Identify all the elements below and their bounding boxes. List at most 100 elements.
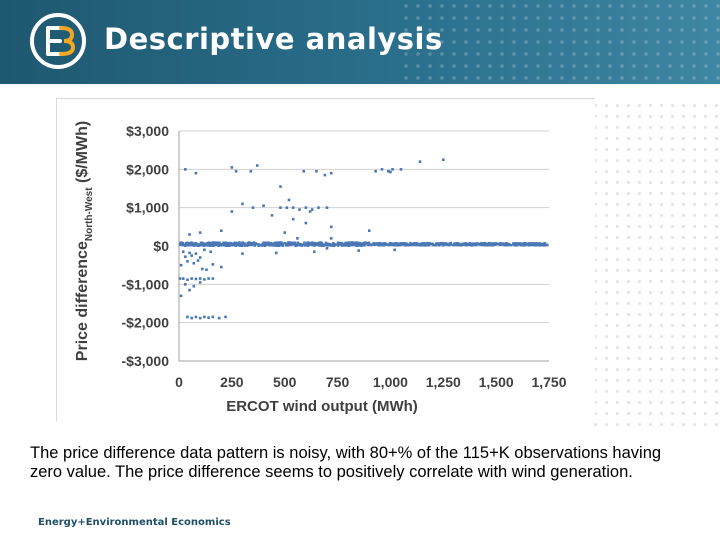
data-point [428,242,431,245]
data-point [529,242,532,246]
data-point [436,242,439,246]
data-point [464,242,467,245]
data-point [374,242,378,245]
data-point [203,248,206,252]
data-point [212,242,215,245]
data-point [466,243,470,247]
data-point [181,242,184,245]
data-point [186,241,189,245]
data-point [519,244,523,247]
data-point [445,242,449,245]
data-point [270,244,274,247]
data-point [291,217,295,221]
data-point [389,242,393,245]
data-point [522,241,526,245]
data-point [464,243,468,246]
data-point [209,241,213,245]
data-point [373,243,376,246]
data-point [270,214,274,217]
data-point [274,251,278,255]
data-point [287,241,290,244]
y-tick-labels: $3,000 $2,000 $1,000 $0 -$1,000 -$2,000 -$3,00… [122,123,170,369]
data-point [279,185,282,188]
data-point [296,243,300,246]
data-point [290,241,294,245]
data-point [440,241,443,245]
data-point [207,242,211,245]
data-point [247,242,250,245]
data-point [412,243,416,246]
data-point [483,242,486,245]
data-point [304,221,308,225]
data-point [449,241,452,245]
data-point [474,242,478,245]
data-point [281,243,284,246]
data-point [399,242,402,245]
x-tick-label: 1,500 [479,374,514,390]
data-point [364,241,367,244]
data-point [485,242,489,246]
y-tick-label: $1,000 [126,200,169,216]
data-point [230,242,233,245]
data-point [222,241,225,244]
data-point [194,252,198,255]
data-point [338,241,341,245]
data-point [539,242,542,246]
data-point [302,169,306,173]
data-point [201,244,205,247]
data-point [458,243,461,246]
data-point [217,316,221,320]
data-point [196,259,200,262]
data-point [249,169,253,173]
y-tick-label: -$3,000 [122,353,170,369]
data-point [306,244,310,247]
data-point [442,243,445,246]
data-point [190,254,193,257]
data-point [241,252,244,255]
data-point [278,243,282,246]
data-point [239,243,243,246]
data-point [241,202,244,206]
data-point [325,206,329,209]
data-point [188,251,191,255]
data-point [240,244,244,247]
data-point [372,242,375,245]
data-point [346,242,350,245]
data-point [287,198,291,202]
data-point [188,288,191,292]
data-point [184,283,187,286]
data-point [329,171,333,175]
data-point [323,173,327,177]
data-point [395,242,399,245]
data-point [305,242,309,245]
data-point [420,243,423,246]
data-point [341,244,344,247]
data-point [290,243,293,247]
data-point [402,242,406,246]
data-point [211,244,215,247]
x-tick-label: 1,250 [426,374,461,390]
data-point [228,243,232,246]
data-point [214,241,217,244]
data-point [218,241,221,245]
data-point [184,168,187,171]
data-point [400,243,403,247]
data-point [354,244,358,247]
data-point [200,267,204,271]
x-tick-label: 1,000 [373,374,408,390]
data-point [476,242,479,245]
data-point [519,242,522,246]
data-point [283,241,286,245]
data-point [216,241,219,244]
data-point [304,206,308,209]
data-point [453,242,456,245]
data-point [191,242,194,246]
data-point [542,244,545,247]
data-point [190,316,193,320]
data-point [298,208,301,211]
data-point [194,315,198,319]
data-point [230,244,233,247]
data-point [192,284,196,288]
data-point [179,263,183,267]
data-point [207,316,210,319]
